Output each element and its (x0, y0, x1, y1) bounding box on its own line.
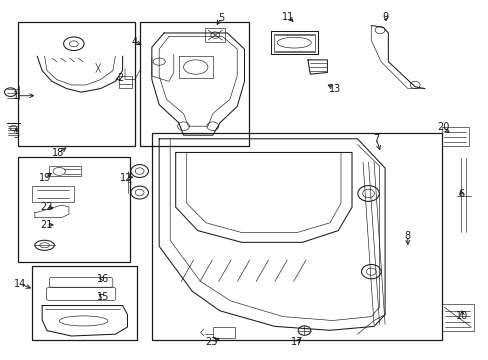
Text: 10: 10 (455, 311, 468, 321)
Text: 19: 19 (39, 173, 51, 183)
Text: 1: 1 (13, 91, 20, 101)
Text: 18: 18 (52, 148, 64, 158)
Text: 14: 14 (14, 279, 26, 289)
Text: 23: 23 (205, 337, 217, 347)
Text: 3: 3 (13, 130, 20, 140)
Bar (140, 22, 249, 146)
Text: 15: 15 (97, 292, 109, 302)
Bar (441, 304, 473, 330)
Bar (32, 266, 137, 339)
Text: 5: 5 (218, 13, 224, 23)
Bar (205, 28, 224, 42)
Bar (152, 134, 441, 339)
Text: 8: 8 (404, 231, 410, 240)
Bar (441, 127, 468, 146)
Bar (274, 34, 314, 52)
Text: 17: 17 (290, 337, 303, 347)
Text: 13: 13 (328, 84, 340, 94)
Text: 21: 21 (40, 220, 52, 230)
Bar (212, 327, 234, 338)
Text: 2: 2 (117, 73, 123, 83)
Bar (49, 166, 81, 176)
Text: 12: 12 (120, 173, 132, 183)
Text: 4: 4 (131, 37, 138, 47)
Bar (18, 157, 130, 262)
Text: 11: 11 (282, 12, 294, 22)
Text: 6: 6 (457, 189, 464, 199)
Text: 20: 20 (436, 122, 448, 132)
Text: 7: 7 (372, 134, 379, 144)
Text: 16: 16 (97, 274, 109, 284)
Bar (18, 22, 135, 146)
Text: 9: 9 (382, 12, 388, 22)
Text: 22: 22 (40, 202, 52, 212)
Bar (119, 76, 132, 88)
Bar (32, 186, 74, 202)
